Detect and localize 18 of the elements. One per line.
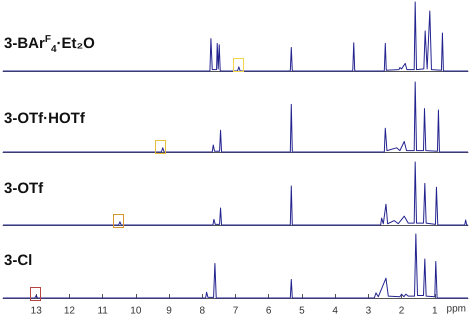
x-tick-label: 4: [332, 306, 338, 316]
x-tick-label: 7: [232, 306, 239, 316]
x-tick-label: 13: [30, 306, 42, 316]
x-tick-label: 11: [97, 306, 108, 316]
x-tick-label: 9: [166, 306, 172, 316]
text: 3-OTf·HOTf: [4, 110, 85, 127]
text: 3-Cl: [4, 252, 32, 269]
x-tick-label: 5: [299, 306, 306, 316]
text: 3-BAr$^{F}$$_{4}$·Et₂O: [4, 34, 95, 55]
x-tick-label: 12: [64, 306, 76, 316]
x-axis-title: ppm: [446, 304, 466, 314]
x-tick-label: 2: [398, 306, 405, 316]
x-tick-label: 10: [130, 306, 142, 316]
x-tick-label: 8: [200, 306, 206, 316]
x-tick-label: 1: [432, 306, 438, 316]
x-tick-label: 3: [366, 306, 372, 316]
text: 3-OTf: [4, 180, 44, 197]
x-tick-label: 6: [266, 306, 272, 316]
